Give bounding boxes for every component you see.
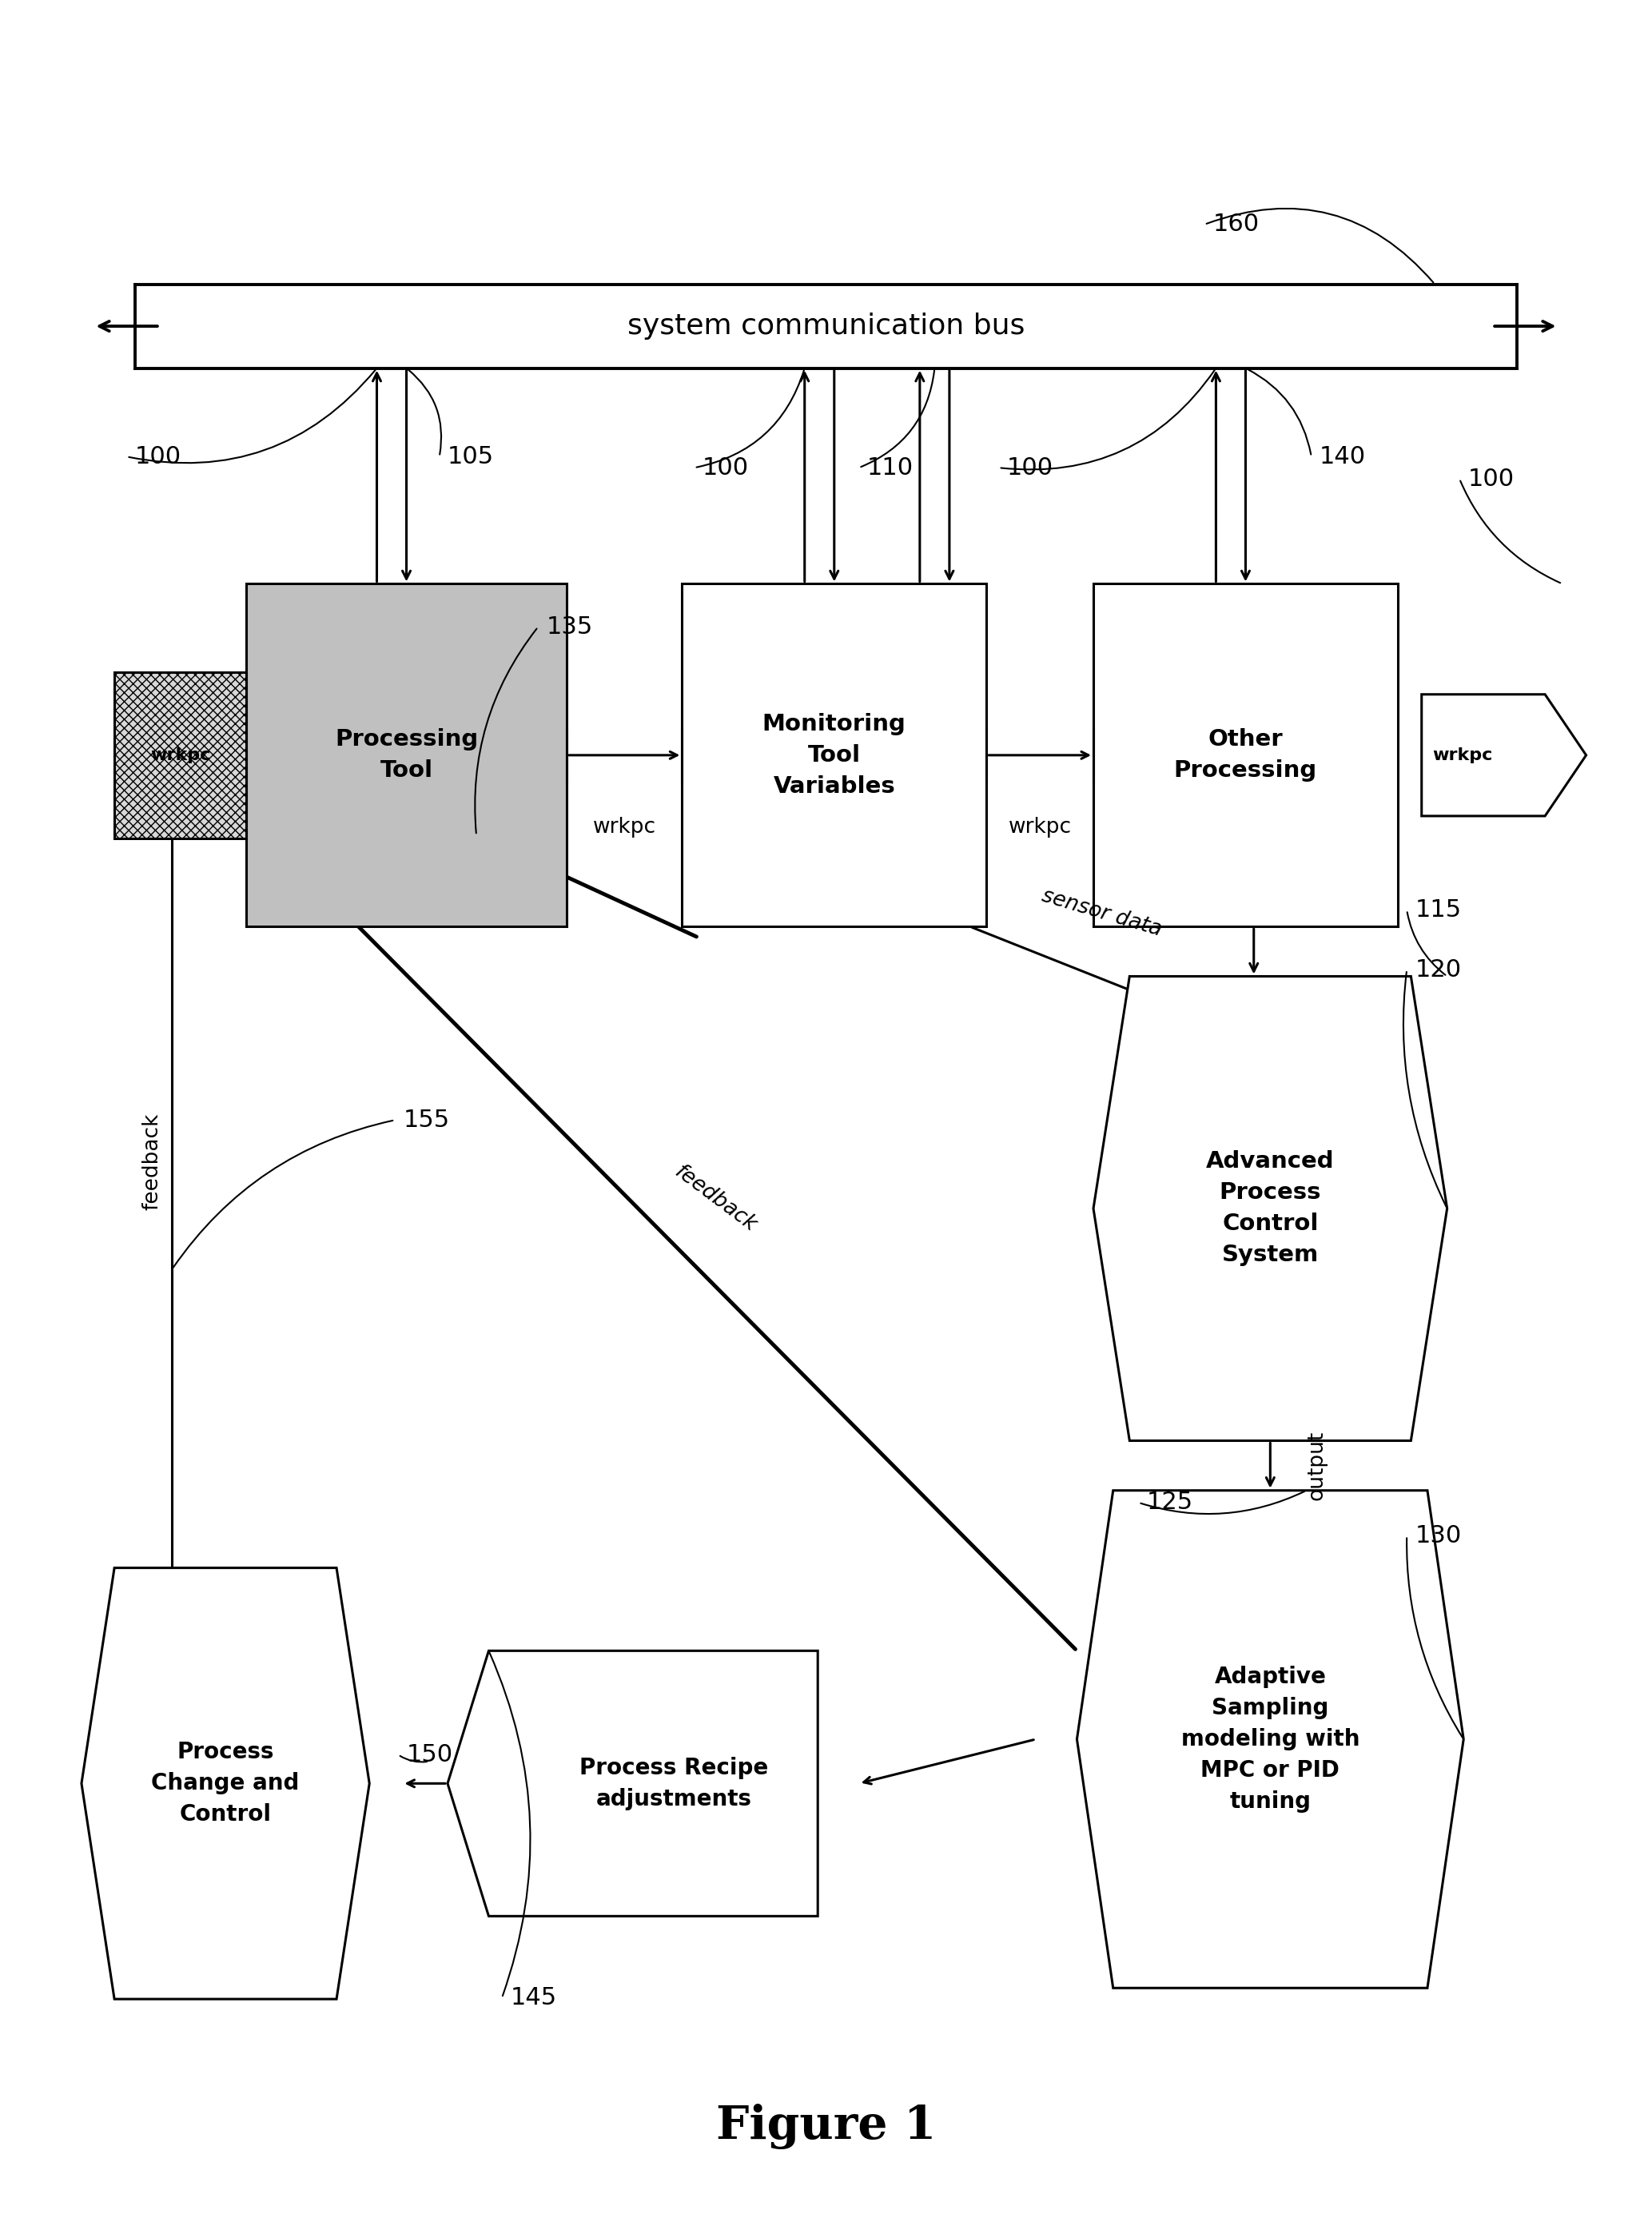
Bar xyxy=(682,583,986,927)
Text: Advanced
Process
Control
System: Advanced Process Control System xyxy=(1206,1151,1335,1266)
Polygon shape xyxy=(448,1650,818,1916)
Text: 100: 100 xyxy=(135,446,182,468)
Text: Adaptive
Sampling
modeling with
MPC or PID
tuning: Adaptive Sampling modeling with MPC or P… xyxy=(1181,1666,1360,1812)
Text: 120: 120 xyxy=(1416,958,1462,980)
Bar xyxy=(246,583,567,927)
Text: Figure 1: Figure 1 xyxy=(715,2103,937,2149)
Text: 135: 135 xyxy=(547,614,593,639)
Text: 150: 150 xyxy=(406,1743,453,1766)
Text: feedback: feedback xyxy=(671,1162,760,1235)
Text: 160: 160 xyxy=(1213,213,1259,235)
Text: 145: 145 xyxy=(510,1987,557,2010)
Text: 110: 110 xyxy=(867,457,914,479)
Polygon shape xyxy=(1422,694,1586,816)
Text: Process Recipe
adjustments: Process Recipe adjustments xyxy=(580,1757,768,1810)
Text: Monitoring
Tool
Variables: Monitoring Tool Variables xyxy=(762,712,905,798)
Text: Process
Change and
Control: Process Change and Control xyxy=(152,1741,299,1825)
Text: wrkpc: wrkpc xyxy=(1432,747,1493,763)
Polygon shape xyxy=(1094,976,1447,1442)
Text: Other
Processing: Other Processing xyxy=(1175,728,1317,783)
Text: wrkpc: wrkpc xyxy=(1008,816,1072,838)
Text: sensor data: sensor data xyxy=(1039,885,1165,940)
Text: output: output xyxy=(1307,1431,1327,1499)
Text: 115: 115 xyxy=(1416,898,1462,920)
Text: wrkpc: wrkpc xyxy=(593,816,656,838)
Polygon shape xyxy=(1077,1490,1464,1987)
Text: 125: 125 xyxy=(1146,1490,1193,1515)
Text: 130: 130 xyxy=(1416,1524,1462,1548)
Text: 140: 140 xyxy=(1320,446,1366,468)
Text: 100: 100 xyxy=(1467,468,1515,490)
Text: feedback: feedback xyxy=(142,1113,162,1211)
Text: Processing
Tool: Processing Tool xyxy=(335,728,477,783)
Text: 155: 155 xyxy=(403,1109,449,1131)
Bar xyxy=(1094,583,1398,927)
Text: 105: 105 xyxy=(448,446,494,468)
Text: 100: 100 xyxy=(702,457,748,479)
Text: system communication bus: system communication bus xyxy=(628,313,1024,339)
Text: 100: 100 xyxy=(1008,457,1054,479)
Bar xyxy=(114,672,246,838)
Text: wrkpc: wrkpc xyxy=(150,747,210,763)
Polygon shape xyxy=(81,1568,370,1998)
